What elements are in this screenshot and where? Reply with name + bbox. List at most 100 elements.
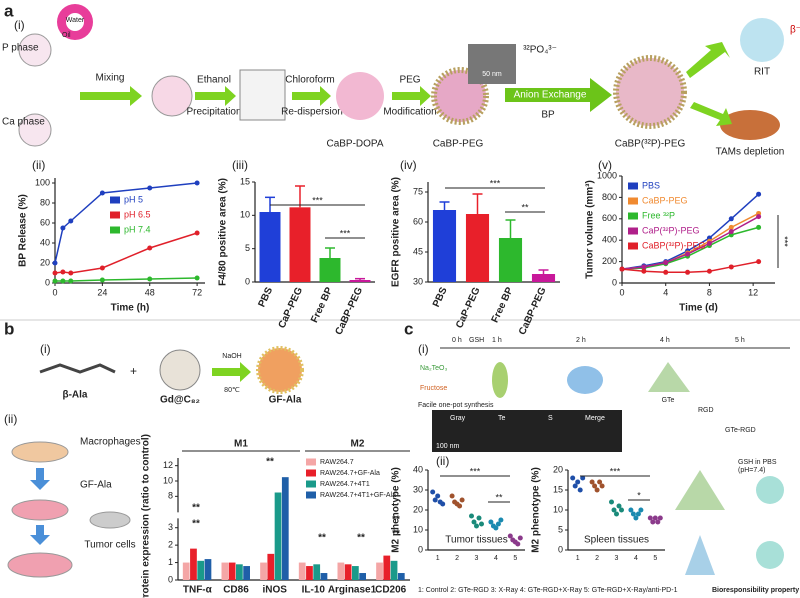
bar [359, 573, 366, 580]
y-tick-label: 0 [168, 574, 173, 584]
arrow [292, 86, 331, 106]
point [641, 264, 647, 270]
point [432, 497, 438, 503]
annotation: *** [470, 466, 481, 476]
x-tick-label: 24 [97, 287, 107, 297]
legend-label: Free ³²P [642, 210, 675, 220]
y-axis-label: M2 phenotype (%) [531, 467, 542, 553]
label: GTe [662, 397, 675, 404]
label: 0 h [452, 337, 462, 344]
point [572, 483, 578, 489]
cell [740, 18, 784, 62]
footnote: 1: Control 2: GTe-RGD 3: X-Ray 4: GTe-RG… [418, 587, 678, 594]
point [471, 519, 477, 525]
y-tick-label: 600 [602, 213, 617, 223]
annotation: *** [780, 236, 790, 247]
y-tick-label: 10 [413, 524, 423, 534]
arrow [30, 525, 50, 545]
label: Modification [383, 107, 436, 118]
fullerene [159, 349, 201, 391]
flask [18, 33, 52, 67]
x-tick-label: CD86 [223, 585, 249, 596]
particle [685, 535, 715, 575]
bar [344, 564, 352, 580]
point [459, 497, 465, 503]
label: 80℃ [224, 387, 240, 394]
label: (pH=7.4) [738, 467, 765, 474]
point [495, 521, 501, 527]
panel-label: c [404, 319, 413, 338]
point [756, 259, 762, 265]
annotation: ** [192, 519, 200, 530]
label: PEG [399, 75, 420, 86]
label: RIT [754, 67, 770, 78]
bar [531, 274, 556, 282]
annotation: *** [490, 178, 501, 188]
point [435, 493, 441, 499]
annotation: ** [392, 529, 400, 540]
point [194, 275, 200, 281]
annotation: ** [495, 492, 503, 502]
bar [289, 207, 311, 282]
x-axis-label: Time (d) [679, 303, 718, 314]
legend-label: CaBP(³²P)-PEG [642, 240, 706, 250]
label: Te [498, 415, 506, 422]
label: Ca phase [2, 117, 45, 128]
bar [259, 212, 281, 282]
sub-label: (i) [40, 342, 51, 356]
point [641, 268, 647, 274]
label: β-Ala [63, 390, 88, 401]
legend-swatch [110, 196, 120, 204]
sub-label: (v) [598, 158, 612, 172]
x-tick-label: 4 [634, 555, 638, 562]
bar [376, 562, 383, 580]
bar [267, 553, 275, 580]
label: Mixing [96, 73, 125, 84]
annotation: ** [318, 533, 326, 544]
y-tick-label: 30 [413, 276, 423, 286]
bar [313, 564, 321, 580]
y-axis-label: Protein expression (ratio to control) [141, 434, 152, 598]
particle [492, 362, 508, 398]
point [597, 479, 603, 485]
point [633, 515, 639, 521]
flask [151, 75, 193, 117]
flask [18, 113, 52, 147]
x-tick-label: 0 [619, 287, 624, 297]
y-tick-label: 0 [612, 277, 617, 287]
bar [432, 210, 457, 282]
point [147, 276, 153, 282]
legend-label: pH 5 [124, 194, 143, 204]
label: Macrophages [80, 437, 141, 448]
label: Chloroform [285, 75, 334, 86]
group-label: M2 [351, 439, 365, 450]
cluster [756, 541, 784, 569]
scheme-a: (i) Water Oil P phase Ca phase Mixing Et… [2, 4, 800, 158]
arrow [212, 362, 251, 382]
point [575, 479, 581, 485]
point [592, 483, 598, 489]
microscopy [432, 410, 622, 452]
y-tick-label: 0 [418, 544, 423, 554]
bar [298, 562, 306, 580]
bar [197, 560, 205, 580]
x-tick-label: 1 [576, 555, 580, 562]
legend-label: RAW264.7 [320, 459, 354, 466]
bar [204, 559, 212, 580]
label: Re-dispersion [281, 107, 343, 118]
point [440, 501, 446, 507]
sub-label: (ii) [4, 412, 17, 426]
legend-swatch [628, 227, 638, 235]
x-tick-label: 2 [595, 555, 599, 562]
point [147, 245, 153, 251]
point [650, 519, 656, 525]
arrow [690, 102, 732, 126]
annotation: ** [192, 503, 200, 514]
x-tick-label: 8 [707, 287, 712, 297]
label: Anion Exchange [514, 90, 587, 101]
label: GTe-RGD [725, 427, 756, 434]
y-tick-label: 800 [602, 192, 617, 202]
sub-label: (ii) [436, 454, 449, 468]
legend-swatch [628, 212, 638, 220]
